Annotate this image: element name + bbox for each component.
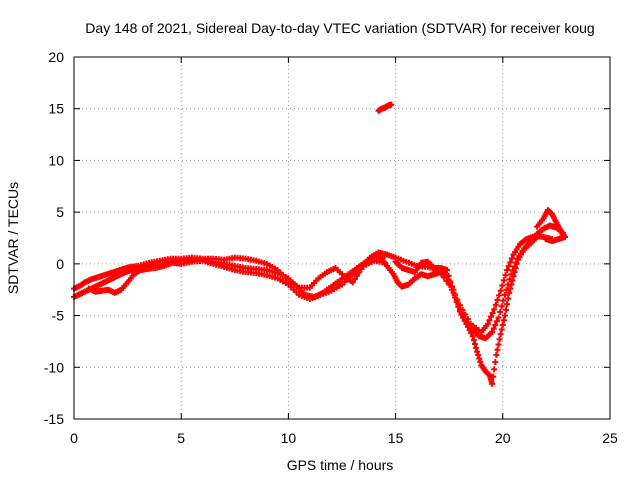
ticks: 0 5 10 15 20 25 -15 -10 -5 0 5 10 15 20: [44, 49, 618, 446]
y-tick-label: -10: [44, 359, 64, 375]
y-tick-label: 10: [48, 152, 64, 168]
y-tick-label: 15: [48, 101, 64, 117]
y-axis-label: SDTVAR / TECUs: [5, 182, 21, 294]
x-tick-label: 10: [281, 430, 297, 446]
chart-title: Day 148 of 2021, Sidereal Day-to-day VTE…: [85, 20, 594, 36]
x-tick-label: 0: [70, 430, 78, 446]
x-tick-label: 15: [388, 430, 404, 446]
y-tick-label: 20: [48, 49, 64, 65]
y-tick-label: -15: [44, 411, 64, 427]
y-tick-label: 5: [56, 204, 64, 220]
grid: [74, 57, 610, 419]
y-tick-label: 0: [56, 256, 64, 272]
x-tick-label: 5: [177, 430, 185, 446]
data-points: [71, 101, 568, 387]
x-tick-label: 25: [602, 430, 618, 446]
x-axis-label: GPS time / hours: [287, 457, 394, 473]
y-tick-label: -5: [52, 308, 65, 324]
plot-frame: [73, 56, 611, 420]
x-tick-label: 20: [495, 430, 511, 446]
